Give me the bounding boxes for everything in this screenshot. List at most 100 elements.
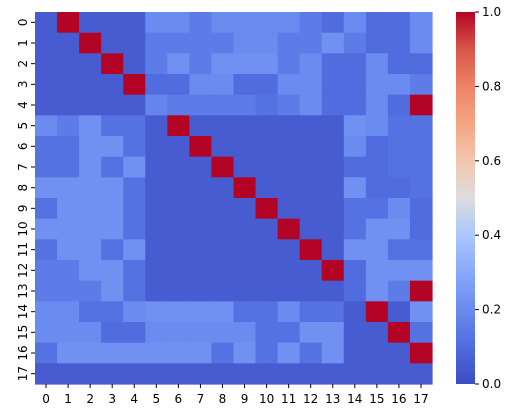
heatmap-cell-12-12 bbox=[299, 260, 323, 282]
heatmap-cell-7-7 bbox=[189, 156, 213, 178]
heatmap-cell-14-3 bbox=[101, 301, 124, 323]
heatmap-cell-14-10 bbox=[255, 301, 279, 323]
heatmap-cell-13-6 bbox=[167, 280, 190, 302]
heatmap-cell-11-10 bbox=[255, 239, 279, 261]
heatmap-cell-13-5 bbox=[145, 280, 168, 302]
heatmap-cell-16-10 bbox=[255, 342, 279, 364]
heatmap-cell-5-10 bbox=[255, 115, 279, 137]
heatmap-cell-10-0 bbox=[35, 218, 58, 240]
heatmap-cell-8-7 bbox=[189, 177, 213, 199]
heatmap-cell-4-10 bbox=[255, 94, 279, 116]
heatmap-cell-0-2 bbox=[79, 12, 102, 34]
heatmap-cell-14-0 bbox=[35, 301, 58, 323]
heatmap-cell-5-17 bbox=[409, 115, 433, 137]
heatmap-cell-8-14 bbox=[343, 177, 367, 199]
y-tick-label-8: 8 bbox=[16, 184, 30, 192]
heatmap-cell-13-0 bbox=[35, 280, 58, 302]
heatmap-cell-15-13 bbox=[321, 322, 345, 344]
heatmap-cell-11-12 bbox=[299, 239, 323, 261]
heatmap-cell-0-4 bbox=[123, 12, 146, 34]
heatmap-cell-6-1 bbox=[57, 136, 80, 158]
heatmap-cell-12-11 bbox=[277, 260, 301, 282]
heatmap-cell-2-1 bbox=[57, 53, 80, 75]
heatmap-cell-5-11 bbox=[277, 115, 301, 137]
heatmap-cell-12-8 bbox=[211, 260, 235, 282]
heatmap-cell-2-6 bbox=[167, 53, 190, 75]
heatmap-cell-14-12 bbox=[299, 301, 323, 323]
heatmap-cell-16-2 bbox=[79, 342, 102, 364]
heatmap-cell-16-12 bbox=[299, 342, 323, 364]
heatmap-cell-1-11 bbox=[277, 32, 301, 54]
heatmap-cell-3-13 bbox=[321, 74, 345, 96]
heatmap-cell-0-0 bbox=[35, 12, 58, 34]
heatmap-cell-10-7 bbox=[189, 218, 213, 240]
heatmap-cell-8-9 bbox=[233, 177, 257, 199]
heatmap-cell-1-0 bbox=[35, 32, 58, 54]
heatmap-cell-17-10 bbox=[255, 363, 279, 385]
heatmap-cell-9-1 bbox=[57, 198, 80, 220]
y-tick-label-0: 0 bbox=[16, 19, 30, 27]
heatmap-cell-6-11 bbox=[277, 136, 301, 158]
colorbar-ticks: 0.0 0.2 0.4 0.6 0.8 1.0 bbox=[475, 5, 501, 391]
heatmap-cell-16-0 bbox=[35, 342, 58, 364]
heatmap-cell-5-8 bbox=[211, 115, 235, 137]
heatmap-cell-3-14 bbox=[343, 74, 367, 96]
heatmap-cell-2-9 bbox=[233, 53, 257, 75]
heatmap-cell-14-8 bbox=[211, 301, 235, 323]
heatmap-cell-2-3 bbox=[101, 53, 124, 75]
colorbar-tick-label-2: 0.4 bbox=[482, 228, 501, 242]
heatmap-cell-2-11 bbox=[277, 53, 301, 75]
heatmap-cell-4-5 bbox=[145, 94, 168, 116]
heatmap-cell-10-11 bbox=[277, 218, 301, 240]
x-tick-label-15: 15 bbox=[369, 392, 384, 406]
heatmap-cell-8-10 bbox=[255, 177, 279, 199]
heatmap-cell-5-7 bbox=[189, 115, 213, 137]
heatmap-cell-12-17 bbox=[409, 260, 433, 282]
heatmap-cell-8-8 bbox=[211, 177, 235, 199]
heatmap-cell-17-0 bbox=[35, 363, 58, 385]
heatmap-cell-5-1 bbox=[57, 115, 80, 137]
heatmap-cell-14-9 bbox=[233, 301, 257, 323]
heatmap-cell-5-5 bbox=[145, 115, 168, 137]
heatmap-cell-11-11 bbox=[277, 239, 301, 261]
heatmap-cell-7-12 bbox=[299, 156, 323, 178]
x-axis-ticks: 0 1 2 3 4 5 6 7 8 9 10 11 12 13 14 15 16 17 bbox=[42, 384, 429, 406]
x-tick-label-10: 10 bbox=[259, 392, 274, 406]
heatmap-cell-7-10 bbox=[255, 156, 279, 178]
heatmap-cell-17-7 bbox=[189, 363, 213, 385]
heatmap-cell-13-16 bbox=[387, 280, 411, 302]
heatmap-cell-8-15 bbox=[365, 177, 389, 199]
heatmap-cell-13-15 bbox=[365, 280, 389, 302]
heatmap-cell-11-13 bbox=[321, 239, 345, 261]
y-tick-label-16: 16 bbox=[16, 345, 30, 360]
heatmap-cell-10-6 bbox=[167, 218, 190, 240]
x-tick-label-12: 12 bbox=[303, 392, 318, 406]
heatmap-cell-2-10 bbox=[255, 53, 279, 75]
heatmap-cell-16-16 bbox=[387, 342, 411, 364]
heatmap-cell-2-5 bbox=[145, 53, 168, 75]
heatmap-cell-0-3 bbox=[101, 12, 124, 34]
heatmap-cell-11-4 bbox=[123, 239, 146, 261]
heatmap-cell-8-11 bbox=[277, 177, 301, 199]
heatmap-cell-4-3 bbox=[101, 94, 124, 116]
heatmap-cell-10-12 bbox=[299, 218, 323, 240]
y-tick-label-9: 9 bbox=[16, 205, 30, 213]
heatmap-cell-3-9 bbox=[233, 74, 257, 96]
heatmap-cell-4-0 bbox=[35, 94, 58, 116]
heatmap-cell-1-5 bbox=[145, 32, 168, 54]
heatmap-cell-3-0 bbox=[35, 74, 58, 96]
y-tick-label-17: 17 bbox=[16, 366, 30, 381]
heatmap-cell-1-2 bbox=[79, 32, 102, 54]
heatmap-cell-3-4 bbox=[123, 74, 146, 96]
heatmap-cell-2-8 bbox=[211, 53, 235, 75]
heatmap-cell-15-5 bbox=[145, 322, 168, 344]
heatmap-cell-4-4 bbox=[123, 94, 146, 116]
heatmap-cell-11-1 bbox=[57, 239, 80, 261]
heatmap-cell-12-0 bbox=[35, 260, 58, 282]
heatmap-cell-14-15 bbox=[365, 301, 389, 323]
y-tick-label-10: 10 bbox=[16, 221, 30, 236]
heatmap-cell-9-11 bbox=[277, 198, 301, 220]
heatmap-cell-1-15 bbox=[365, 32, 389, 54]
heatmap-cell-2-17 bbox=[409, 53, 433, 75]
